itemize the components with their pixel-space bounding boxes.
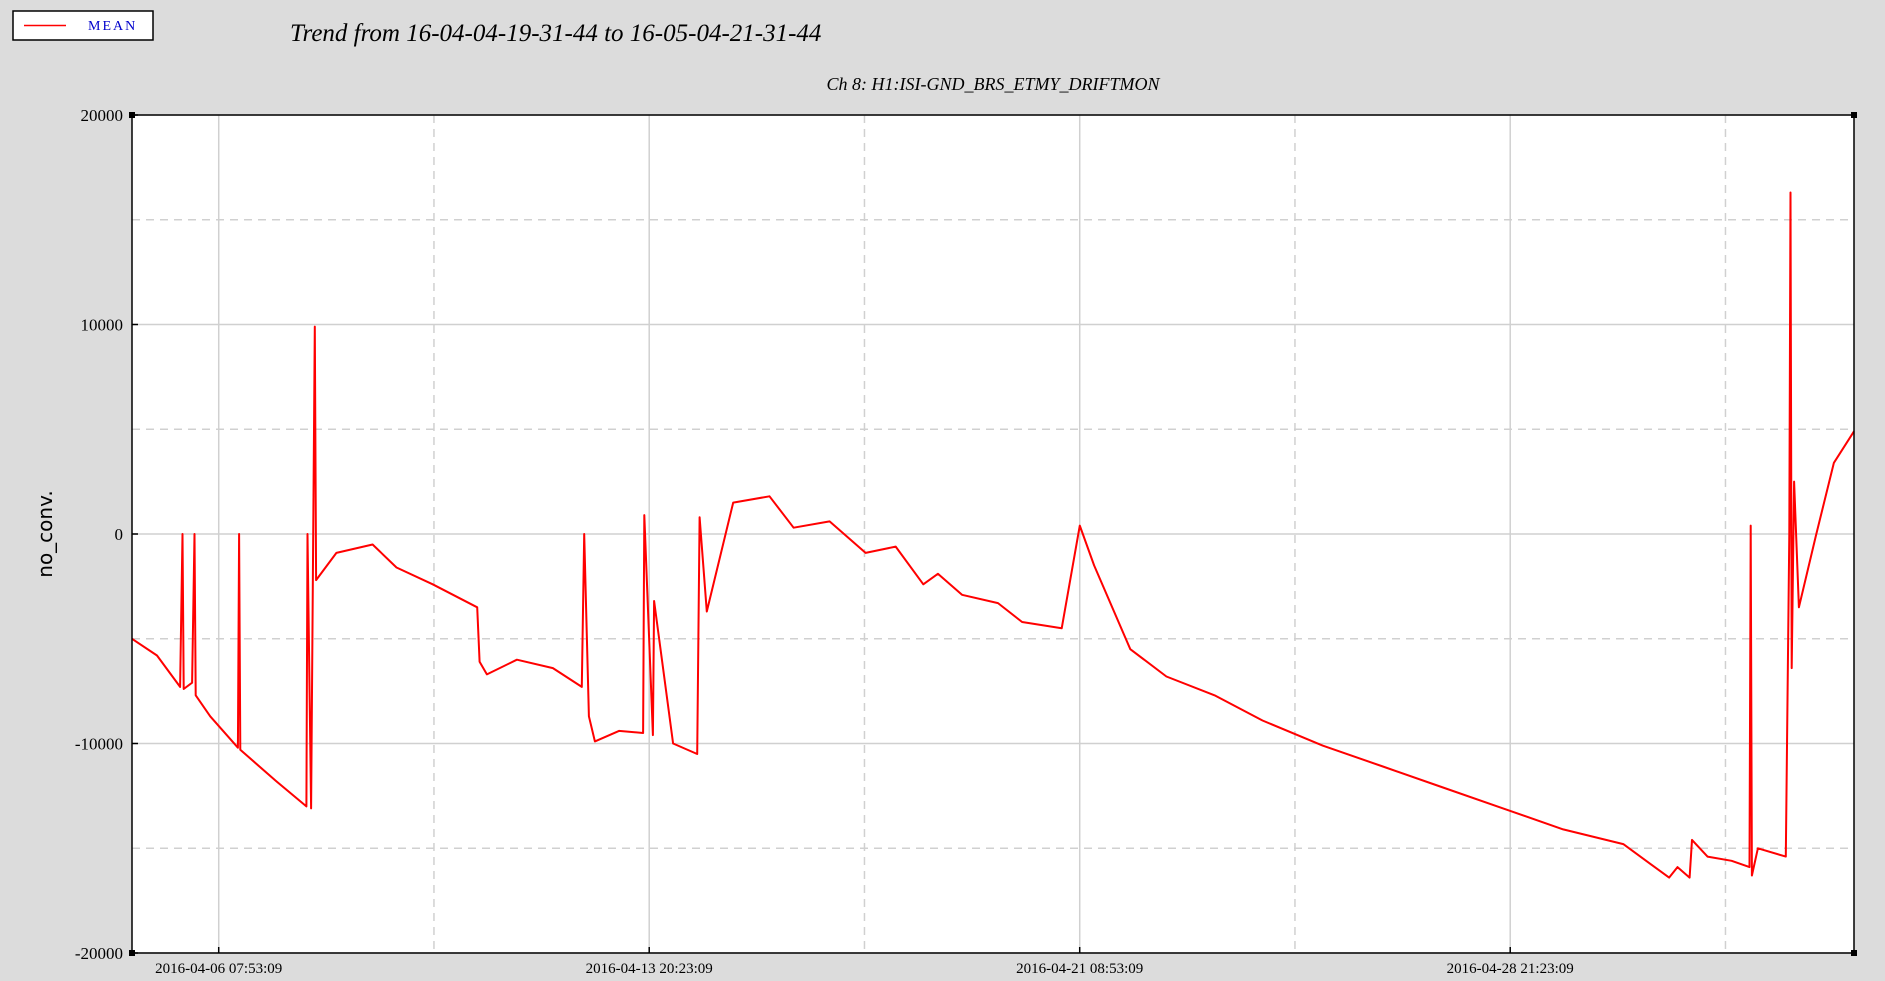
corner-marker [129, 112, 135, 118]
x-tick-label: 2016-04-06 07:53:09 [155, 961, 282, 977]
x-tick-label: 2016-04-21 08:53:09 [1016, 961, 1143, 977]
y-tick-label: -10000 [75, 735, 123, 754]
corner-marker [1851, 112, 1857, 118]
y-tick-label: 0 [115, 525, 124, 544]
x-tick-label: 2016-04-28 21:23:09 [1447, 961, 1574, 977]
chart-subtitle: Ch 8: H1:ISI-GND_BRS_ETMY_DRIFTMON [827, 74, 1161, 94]
y-tick-label: -20000 [75, 944, 123, 963]
y-axis-label: no_conv. [33, 490, 57, 577]
corner-marker [1851, 950, 1857, 956]
series-line [131, 191, 1855, 879]
chart-title: Trend from 16-04-04-19-31-44 to 16-05-04… [290, 20, 821, 47]
corner-marker [129, 950, 135, 956]
x-tick-label: 2016-04-13 20:23:09 [586, 961, 713, 977]
y-tick-label: 20000 [81, 106, 124, 125]
y-tick-label: 10000 [81, 316, 124, 335]
legend-label: MEAN [88, 19, 137, 34]
